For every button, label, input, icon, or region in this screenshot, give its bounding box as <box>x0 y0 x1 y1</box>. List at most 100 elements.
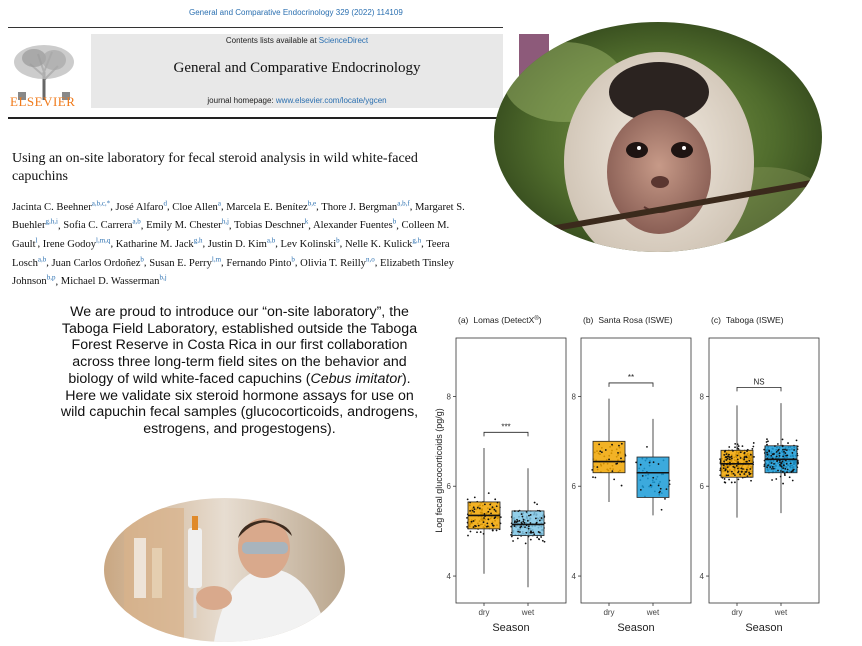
author[interactable]: Susan E. Perryl,m <box>149 255 222 269</box>
author-affiliation: d <box>163 199 167 207</box>
author[interactable]: Emily M. Chesterh,j <box>146 218 229 232</box>
author[interactable]: Cloe Allena <box>172 199 221 213</box>
data-point <box>487 510 490 513</box>
data-point <box>722 467 725 470</box>
data-point <box>522 518 525 521</box>
data-point <box>486 522 489 525</box>
author[interactable]: Elizabeth Tinsley Johnsonb,p <box>12 258 454 288</box>
data-point <box>495 529 498 532</box>
author[interactable]: Colleen M. Gaultl <box>12 220 449 250</box>
x-tick-label: wet <box>774 608 788 617</box>
data-point <box>741 445 744 448</box>
author-affiliation: g,h,i <box>45 217 58 226</box>
data-point <box>479 531 482 533</box>
data-point <box>797 461 799 463</box>
data-point <box>786 468 789 471</box>
author[interactable]: Irene Godoyl,m,q <box>42 236 111 250</box>
data-point <box>782 482 784 485</box>
data-point <box>525 510 528 513</box>
author-name: Fernando Pinto <box>226 257 292 269</box>
data-point <box>520 513 523 516</box>
sciencedirect-link[interactable]: ScienceDirect <box>318 36 369 45</box>
data-point <box>743 456 746 459</box>
author[interactable]: Teera Loscha,b <box>12 239 450 269</box>
author[interactable]: Lev Kolinskib <box>281 236 340 250</box>
data-point <box>774 458 777 461</box>
data-point <box>617 452 619 454</box>
data-point <box>484 515 486 518</box>
data-point <box>782 464 785 467</box>
author[interactable]: Olivia T. Reillyn,o <box>300 255 375 269</box>
panel-label: (a) <box>458 315 469 325</box>
author[interactable]: Fernando Pintob <box>226 255 295 269</box>
data-point <box>749 453 752 456</box>
data-point <box>725 453 728 456</box>
data-point <box>598 443 601 446</box>
y-tick-label: 4 <box>447 572 452 581</box>
data-point <box>533 533 536 536</box>
data-point <box>467 534 469 537</box>
data-point <box>728 478 730 481</box>
panel-label: (b) <box>583 315 594 325</box>
author[interactable]: Alexander Fuentesb <box>313 218 396 232</box>
data-point <box>664 498 666 500</box>
panel-title: (b) Santa Rosa (ISWE) <box>583 315 673 325</box>
data-point <box>730 457 733 460</box>
data-point <box>491 529 494 532</box>
author[interactable]: Marcela E. Benítezb,e <box>226 199 316 213</box>
data-point <box>785 454 788 457</box>
author[interactable]: Katharine M. Jackg,h <box>116 236 203 250</box>
data-point <box>608 458 610 461</box>
data-point <box>768 450 771 453</box>
data-point <box>743 458 746 461</box>
x-tick-label: dry <box>603 608 614 617</box>
data-point <box>648 461 651 464</box>
data-point <box>771 467 773 470</box>
data-point <box>512 540 514 542</box>
data-point <box>772 453 775 456</box>
author[interactable]: Juan Carlos Ordoñezb <box>52 255 144 269</box>
author[interactable]: Jacinta C. Beehnera,b,c,* <box>12 199 110 213</box>
data-point <box>540 517 543 519</box>
data-point <box>641 474 644 477</box>
data-point <box>472 506 475 509</box>
data-point <box>723 462 726 465</box>
data-point <box>723 460 725 463</box>
data-point <box>523 521 526 524</box>
homepage-link[interactable]: www.elsevier.com/locate/ygcen <box>275 96 387 105</box>
data-point <box>778 452 781 455</box>
journal-citation[interactable]: General and Comparative Endocrinology 32… <box>189 8 403 17</box>
data-point <box>478 507 481 510</box>
author[interactable]: Nelle K. Kulickg,h <box>345 236 421 250</box>
data-point <box>770 462 773 464</box>
author[interactable]: Justin D. Kima,b <box>208 236 276 250</box>
data-point <box>792 468 795 471</box>
panel-label: (c) <box>711 315 721 325</box>
data-point <box>774 445 776 447</box>
data-point <box>540 536 543 538</box>
data-point <box>473 496 476 499</box>
author[interactable]: Sofia C. Carreraa,b <box>63 218 141 232</box>
data-point <box>745 468 748 471</box>
data-point <box>742 463 745 465</box>
data-point <box>730 481 733 484</box>
data-point <box>533 501 536 504</box>
data-point <box>780 462 783 465</box>
data-point <box>615 462 618 465</box>
data-point <box>745 456 748 459</box>
author-affiliation: l,m <box>211 255 222 264</box>
data-point <box>793 449 795 451</box>
author-name: Irene Godoy <box>42 239 97 250</box>
significance-bracket <box>608 382 654 387</box>
author-affiliation: k <box>304 217 309 226</box>
author[interactable]: Thore J. Bergmana,b,f <box>321 199 409 213</box>
data-point <box>782 455 785 458</box>
panel-title: (a) Lomas (DetectX®) <box>458 315 542 325</box>
data-point <box>748 471 750 474</box>
author[interactable]: Margaret S. Buehlerg,h,i <box>12 202 465 232</box>
data-point <box>476 531 478 534</box>
author[interactable]: Michael D. Wassermanb,j <box>61 274 167 288</box>
data-point <box>488 508 491 511</box>
author[interactable]: Tobias Deschnerk <box>234 217 309 232</box>
author[interactable]: José Alfarod <box>115 199 167 213</box>
